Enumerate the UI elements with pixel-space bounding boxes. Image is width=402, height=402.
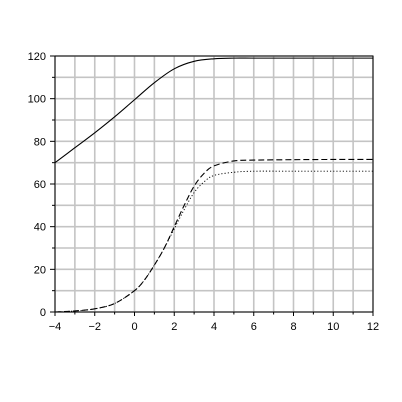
x-tick-label: 8: [290, 321, 296, 333]
x-tick-label: −2: [88, 321, 101, 333]
x-tick-label: 0: [131, 321, 137, 333]
x-tick-label: 6: [251, 321, 257, 333]
y-tick-label: 80: [34, 136, 46, 148]
y-tick-label: 120: [28, 51, 46, 63]
series-line-dotted: [54, 170, 373, 313]
y-tick-label: 100: [28, 94, 46, 106]
y-tick-label: 60: [34, 179, 46, 191]
x-tick-label: 10: [327, 321, 339, 333]
series-line-solid: [54, 57, 373, 164]
x-tick-label: 2: [171, 321, 177, 333]
y-tick-label: 20: [34, 264, 46, 276]
x-tick-label: 12: [367, 321, 379, 333]
y-tick-label: 40: [34, 222, 46, 234]
y-tick-label: 0: [40, 307, 46, 319]
x-tick-label: 4: [211, 321, 217, 333]
x-tick-label: −4: [49, 321, 62, 333]
